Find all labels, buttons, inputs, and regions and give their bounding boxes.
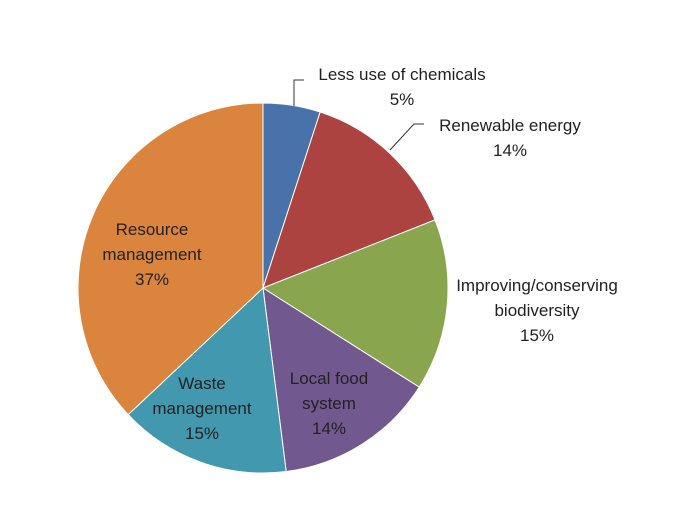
slice-percent-label-2: 15% [520, 326, 554, 345]
slice-label-3: system [302, 394, 356, 413]
slice-percent-label-5: 37% [135, 270, 169, 289]
pie-slice-4 [127, 286, 287, 474]
slice-label-5: Resource [116, 220, 189, 239]
slice-label-4: management [152, 399, 252, 418]
pie-slice-3 [262, 287, 420, 473]
slice-label-4: Waste [178, 374, 226, 393]
slice-label-2: Improving/conserving [456, 276, 618, 295]
slice-label-0: Less use of chemicals [318, 65, 485, 84]
slice-percent-label-4: 15% [185, 424, 219, 443]
slice-percent-label-0: 5% [390, 90, 415, 109]
slice-label-1: Renewable energy [439, 116, 581, 135]
leader-line-1 [389, 123, 424, 151]
slice-label-3: Local food [290, 369, 368, 388]
slice-label-5: management [102, 245, 202, 264]
slice-label-2: biodiversity [494, 301, 580, 320]
pie-slice-5 [77, 102, 264, 416]
slice-percent-label-1: 14% [493, 141, 527, 160]
slice-percent-label-3: 14% [312, 419, 346, 438]
pie-slice-1 [262, 111, 436, 289]
pie-slice-2 [261, 219, 449, 388]
leader-line-0 [293, 79, 304, 106]
